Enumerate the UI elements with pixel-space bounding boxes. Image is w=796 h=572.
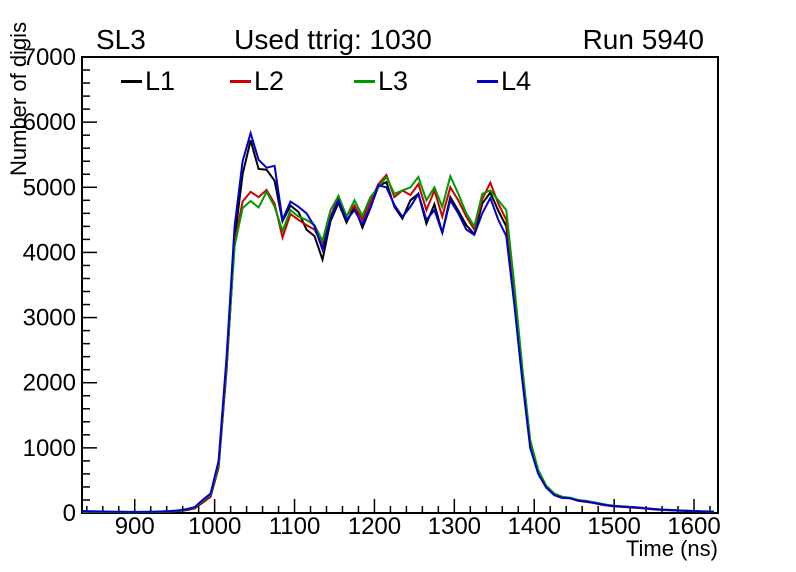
x-axis-tick-label: 1100	[269, 513, 321, 540]
y-axis-title: Number of digis	[6, 21, 31, 176]
l2-line-swatch	[230, 79, 251, 83]
l4-line-swatch	[477, 79, 498, 83]
legend-label-l2: L2	[254, 66, 285, 96]
series-line-l1	[82, 140, 715, 514]
x-axis-tick-label: 1500	[587, 513, 640, 540]
series-line-l3	[82, 173, 715, 514]
y-axis-tick-label: 6000	[23, 109, 76, 136]
plot-title: Used ttrig: 1030	[234, 24, 432, 55]
y-axis-tick-label: 4000	[23, 239, 76, 266]
x-axis-tick-label: 1200	[348, 513, 401, 540]
x-axis-tick-label: 1400	[508, 513, 561, 540]
y-axis-tick-label: 5000	[23, 174, 76, 201]
legend-label-l1: L1	[145, 66, 176, 96]
legend-label-l4: L4	[501, 66, 532, 96]
legend-entry-l1: L1	[121, 66, 176, 96]
y-axis-tick-label: 0	[63, 500, 76, 527]
y-axis-tick-label: 7000	[23, 44, 76, 71]
x-axis-title: Time (ns)	[625, 536, 718, 561]
y-axis-tick-label: 2000	[23, 370, 76, 397]
y-axis-tick-label: 3000	[23, 305, 76, 332]
pad-label-superlayer: SL3	[96, 24, 146, 55]
legend-entry-l3: L3	[354, 66, 409, 96]
pad-label-run: Run 5940	[582, 24, 704, 55]
x-axis-tick-label: 1300	[428, 513, 481, 540]
legend-entry-l2: L2	[230, 66, 285, 96]
legend-entry-l4: L4	[477, 66, 532, 96]
x-axis-tick-label: 900	[115, 513, 155, 540]
l3-line-swatch	[354, 79, 375, 83]
l1-line-swatch	[121, 79, 142, 83]
plot-frame	[81, 56, 719, 514]
x-axis-tick-label: 1000	[188, 513, 241, 540]
series-line-l4	[82, 129, 715, 513]
legend-label-l3: L3	[378, 66, 409, 96]
x-axis-tick-label: 1600	[667, 513, 720, 540]
series-line-l2	[82, 172, 715, 514]
y-axis-tick-label: 1000	[23, 435, 76, 462]
